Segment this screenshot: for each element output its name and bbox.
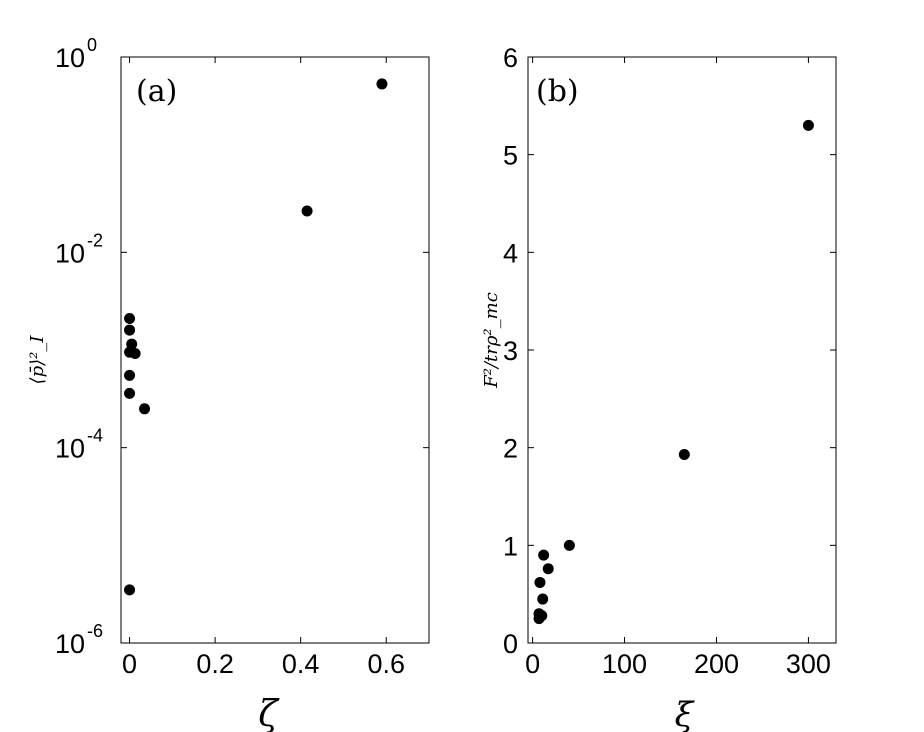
y-tick-label-a: 10 [55,629,85,659]
data-point-a [124,313,136,325]
data-point-a [126,338,138,350]
x-tick-label-a: 0 [122,649,137,679]
y-tick-exponent-a: -6 [87,621,103,641]
plot-frame-a [120,56,430,644]
data-point-b [678,449,690,461]
data-point-a [129,348,141,360]
panel-label-a: (a) [136,74,177,109]
x-tick-label-a: 0.4 [282,649,320,679]
y-tick-label-a: 10 [55,43,85,73]
data-point-b [536,610,548,622]
data-point-b [537,593,549,605]
data-point-a [376,78,388,90]
y-tick-label-b: 1 [503,531,518,561]
y-tick-label-b: 2 [503,434,518,464]
y-axis-label-a: ⟨p̄⟩²_I [27,335,48,385]
data-point-b [542,563,554,575]
data-point-a [124,324,136,336]
panel-label-b: (b) [536,74,579,109]
y-tick-exponent-a: 0 [87,35,97,55]
data-point-b [538,549,550,561]
y-tick-label-a: 10 [55,434,85,464]
y-tick-label-b: 3 [503,336,518,366]
data-point-a [301,205,313,217]
data-point-b [563,539,575,551]
y-tick-exponent-a: -4 [87,426,103,446]
y-tick-label-b: 4 [503,238,518,268]
y-tick-label-b: 0 [503,629,518,659]
y-tick-label-b: 5 [503,141,518,171]
y-tick-exponent-a: -2 [87,230,103,250]
x-tick-label-a: 0.2 [196,649,234,679]
x-tick-label-b: 0 [525,649,540,679]
y-axis-label-b: F²/trρ²_mc [481,292,502,389]
x-axis-label-a: ζ [258,694,280,732]
x-axis-label-b: ξ [675,695,696,732]
plot-frame-b [527,56,837,644]
x-tick-label-b: 300 [786,649,831,679]
y-tick-label-b: 6 [503,43,518,73]
y-tick-label-a: 10 [55,238,85,268]
data-point-a [139,403,151,415]
data-point-a [124,584,136,596]
panel-b: (b) 0 100 200 300 0 1 2 3 4 5 6 ξ F²/trρ²_mc [481,43,837,732]
x-tick-label-b: 200 [694,649,739,679]
data-point-a [124,387,136,399]
x-tick-label-a: 0.6 [367,649,405,679]
data-point-a [124,369,136,381]
data-point-b [802,119,814,131]
data-point-b [534,576,546,588]
x-tick-label-b: 100 [602,649,647,679]
